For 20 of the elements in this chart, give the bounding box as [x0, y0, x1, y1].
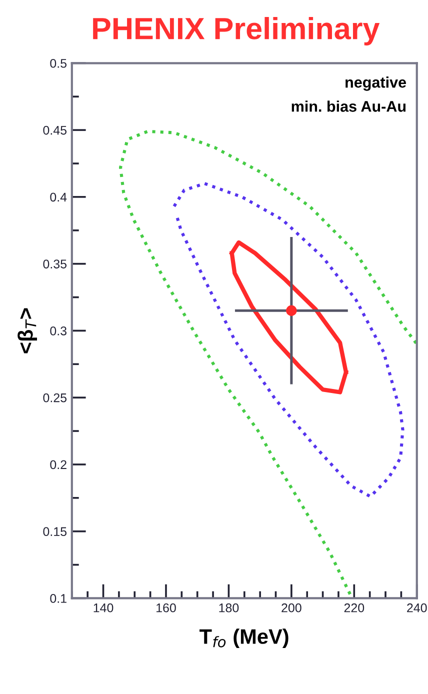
y-tick-label: 0.4 — [50, 192, 67, 202]
annotation: negative — [346, 76, 406, 91]
chart-title: PHENIX Preliminary — [93, 16, 380, 46]
x-tick-label: 180 — [219, 603, 239, 612]
x-tick-label: 200 — [282, 603, 302, 612]
x-tick-label: 140 — [94, 603, 114, 612]
y-tick-label: 0.1 — [50, 594, 66, 603]
x-tick-label: 220 — [344, 603, 364, 612]
x-axis-title: T$_{fo}$ (MeV) — [200, 628, 288, 648]
y-tick-label: 0.35 — [43, 260, 67, 268]
y-tick-label: 0.25 — [43, 393, 67, 402]
y-tick-label: 0.5 — [50, 58, 67, 68]
annotation: min. bias Au-Au — [292, 100, 406, 112]
x-tick-label: 240 — [407, 603, 427, 612]
y-tick-label: 0.2 — [50, 460, 66, 470]
y-tick-label: 0.45 — [43, 126, 67, 135]
y-tick-label: 0.3 — [50, 326, 66, 336]
y-axis-title: <β$_{T}$> — [18, 308, 37, 354]
x-tick-label: 160 — [156, 603, 176, 612]
y-tick-label: 0.15 — [43, 527, 67, 536]
